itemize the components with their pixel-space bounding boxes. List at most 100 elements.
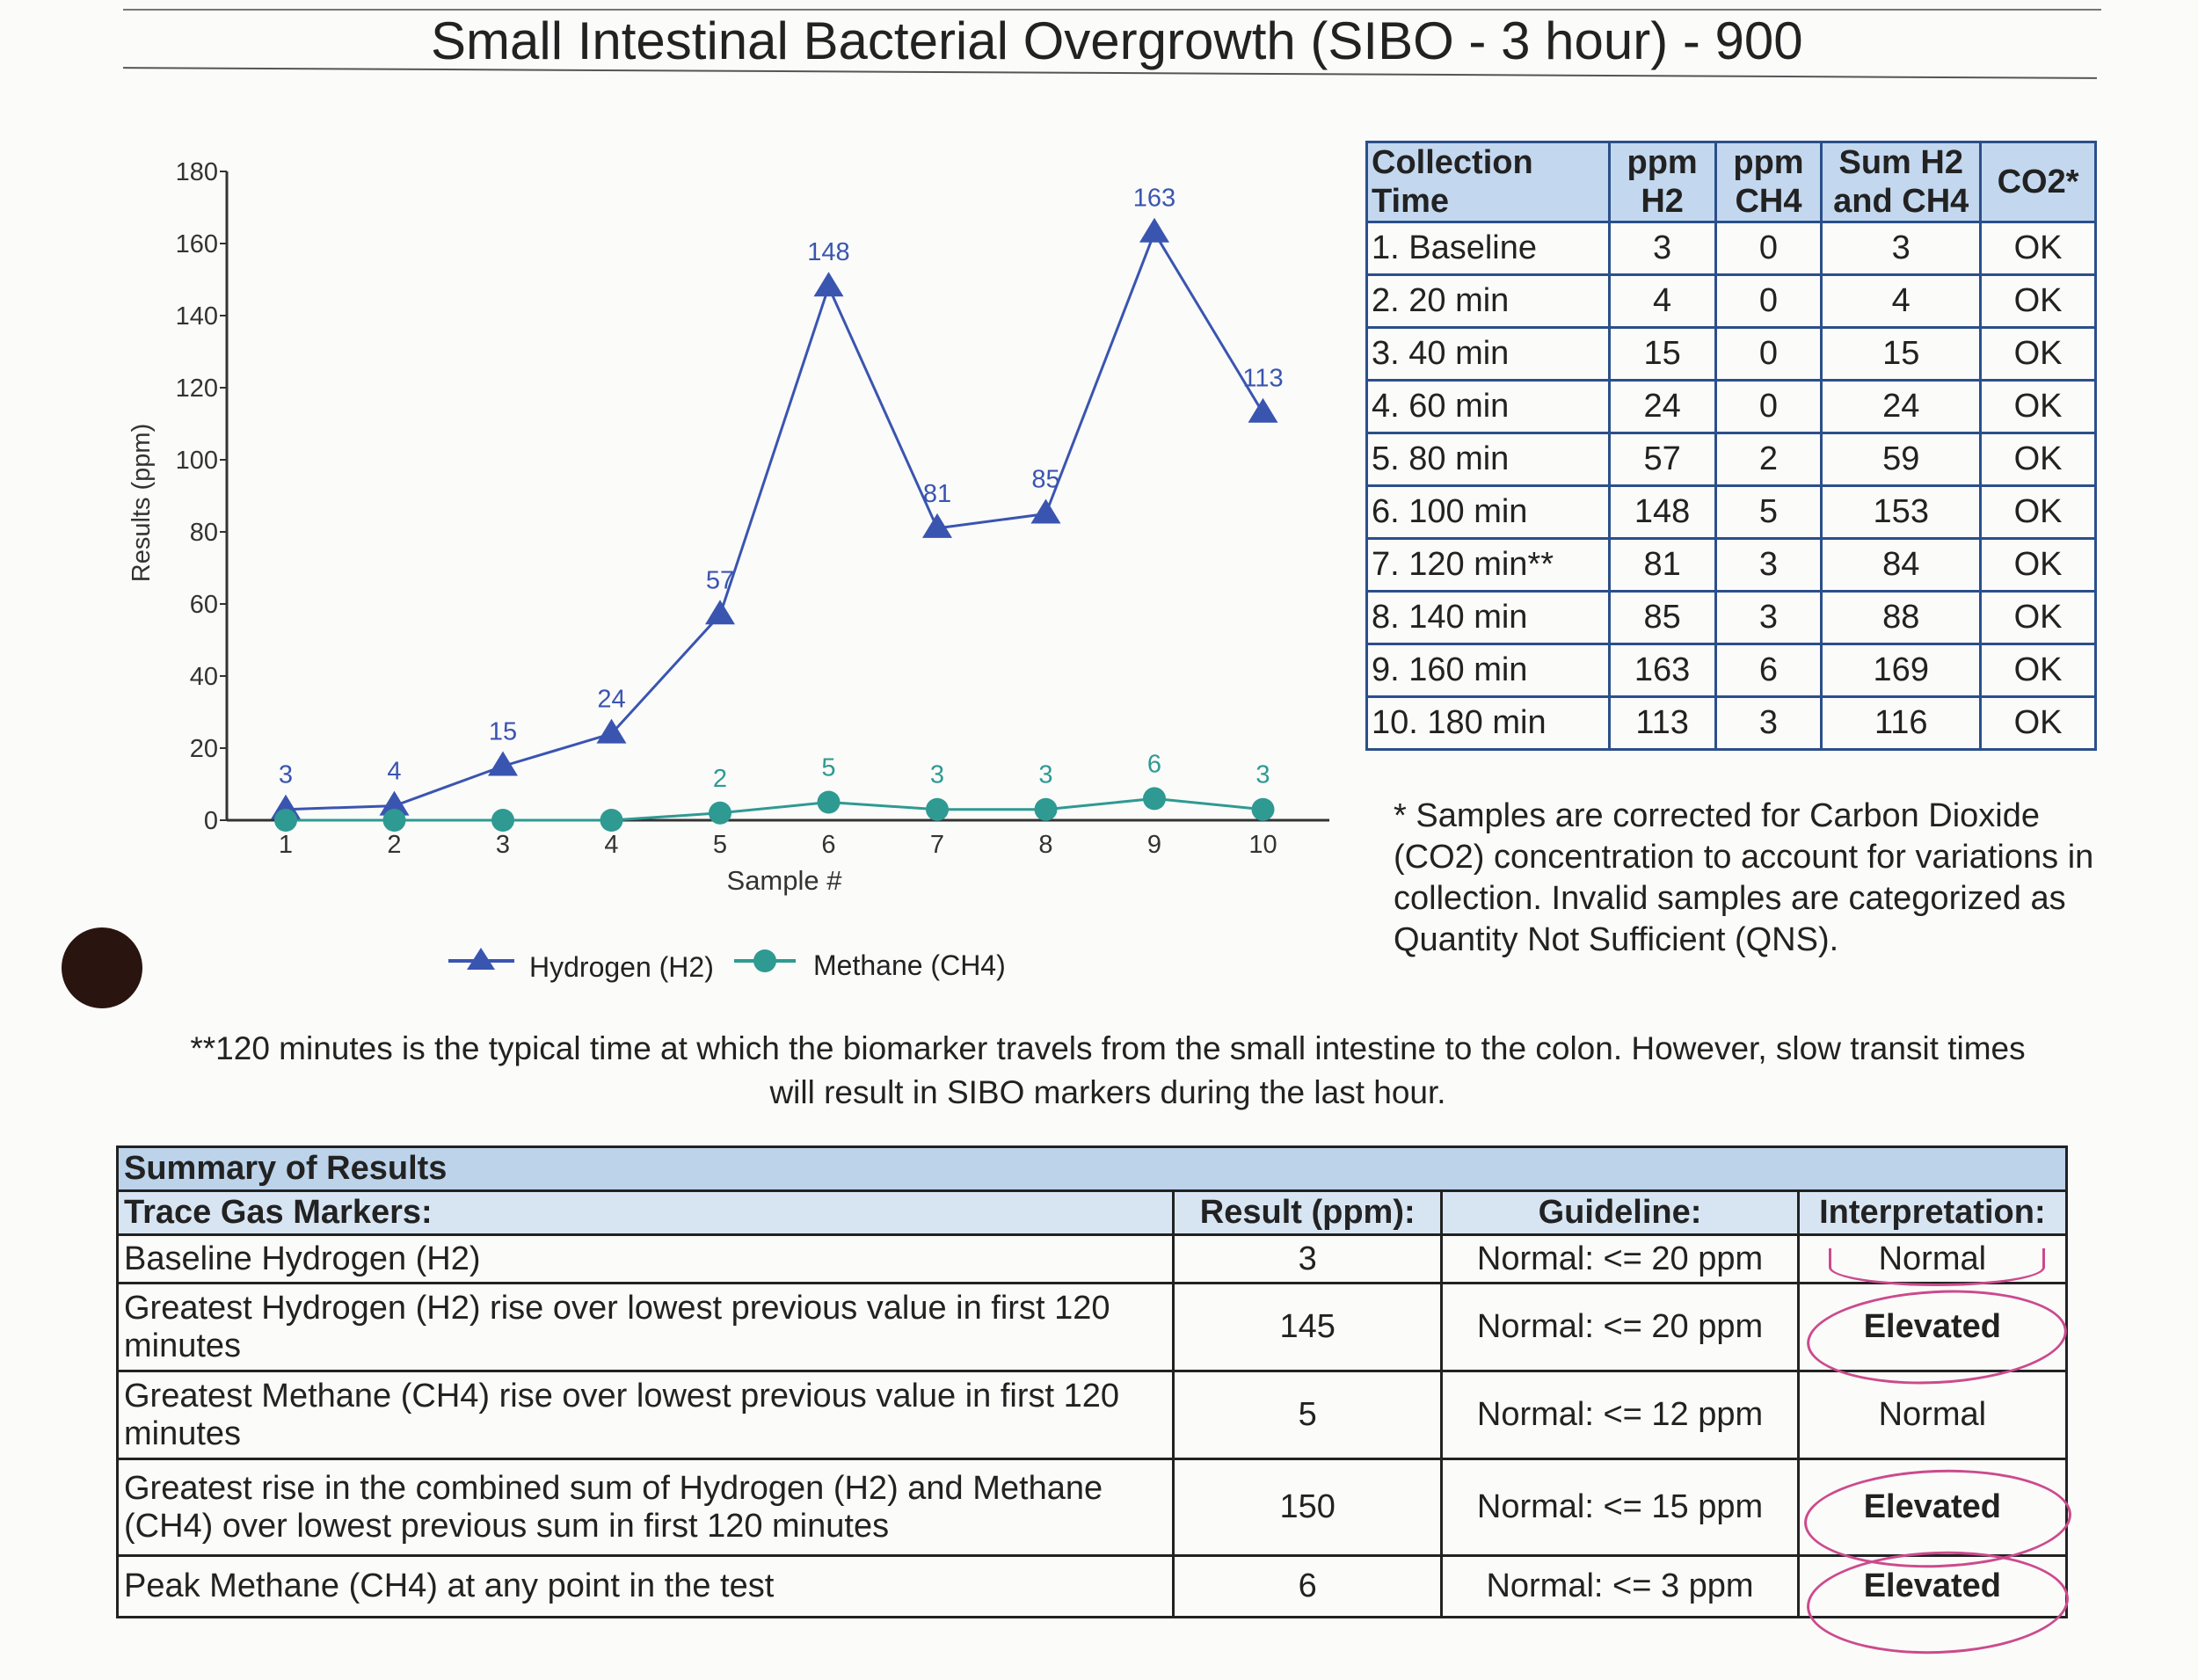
summary-table: Summary of Results Trace Gas Markers: Re… xyxy=(115,1145,2069,1618)
ch4-data-label: 3 xyxy=(930,761,944,789)
summary-header-row: Trace Gas Markers: Result (ppm): Guideli… xyxy=(115,1189,2069,1236)
cell-collection-time: 4. 60 min xyxy=(1365,379,1611,434)
legend-ch4-marker xyxy=(753,949,776,972)
x-tick-label: 4 xyxy=(604,831,618,859)
y-tick-label: 100 xyxy=(176,447,218,475)
cell-ppm-h2: 15 xyxy=(1607,326,1717,382)
collection-row: 3. 40 min 15 0 15 OK xyxy=(1365,326,2097,382)
summary-row: Greatest rise in the combined sum of Hyd… xyxy=(115,1458,2069,1557)
ch4-point xyxy=(1143,787,1166,811)
x-axis-label: Sample # xyxy=(727,865,843,896)
ch4-point xyxy=(382,809,406,832)
cell-ppm-ch4: 0 xyxy=(1714,326,1823,382)
summary-result: 145 xyxy=(1172,1282,1444,1372)
header-collection-time: Collection Time xyxy=(1365,141,1611,223)
h2-data-label: 24 xyxy=(597,686,625,714)
summary-guideline: Normal: <= 12 ppm xyxy=(1440,1370,1800,1460)
summary-marker: Baseline Hydrogen (H2) xyxy=(115,1233,1175,1284)
series-line-ch4 xyxy=(286,796,1263,822)
h2-data-label: 113 xyxy=(1242,365,1283,393)
cell-ppm-ch4: 0 xyxy=(1714,221,1823,276)
cell-co2-status: OK xyxy=(1979,273,2097,329)
cell-ppm-ch4: 0 xyxy=(1714,273,1823,329)
summary-marker: Greatest Methane (CH4) rise over lowest … xyxy=(115,1370,1175,1460)
cell-sum-h2-ch4: 84 xyxy=(1820,537,1983,593)
cell-co2-status: OK xyxy=(1979,221,2097,276)
summary-result: 5 xyxy=(1172,1370,1444,1460)
cell-sum-h2-ch4: 169 xyxy=(1820,643,1983,698)
h2-point xyxy=(922,513,952,538)
cell-ppm-ch4: 3 xyxy=(1714,695,1823,751)
cell-collection-time: 10. 180 min xyxy=(1365,695,1611,751)
x-tick-label: 6 xyxy=(821,831,835,859)
cell-collection-time: 1. Baseline xyxy=(1365,221,1611,276)
cell-ppm-ch4: 6 xyxy=(1714,643,1823,698)
summary-title: Summary of Results xyxy=(116,1145,2068,1192)
collection-row: 7. 120 min** 81 3 84 OK xyxy=(1365,537,2097,593)
cell-co2-status: OK xyxy=(1979,695,2097,751)
y-tick-label: 180 xyxy=(176,158,218,186)
line-chart: 0 20 40 60 80 100 120 140 160 180 Results (ppm) S… xyxy=(127,158,1329,896)
ch4-point xyxy=(1251,797,1275,821)
header-ppm-h2: ppm H2 xyxy=(1607,141,1717,223)
summary-row: Peak Methane (CH4) at any point in the t… xyxy=(115,1554,2069,1618)
h2-data-label: 4 xyxy=(387,758,401,786)
cell-sum-h2-ch4: 88 xyxy=(1820,590,1983,645)
ch4-point xyxy=(491,809,514,832)
ch4-point xyxy=(274,809,297,832)
cell-ppm-h2: 3 xyxy=(1607,221,1717,276)
summary-row: Greatest Hydrogen (H2) rise over lowest … xyxy=(115,1282,2069,1372)
collection-table-header: Collection Time ppm H2 ppm CH4 Sum H2 an… xyxy=(1365,141,2097,223)
x-tick-label: 1 xyxy=(279,831,293,859)
cell-co2-status: OK xyxy=(1979,432,2097,487)
collection-row: 1. Baseline 3 0 3 OK xyxy=(1365,221,2097,276)
collection-row: 8. 140 min 85 3 88 OK xyxy=(1365,590,2097,645)
x-tick-label: 5 xyxy=(713,831,727,859)
y-tick-label: 140 xyxy=(176,302,218,331)
x-tick-label: 9 xyxy=(1147,831,1161,859)
cell-collection-time: 6. 100 min xyxy=(1365,484,1611,540)
cell-collection-time: 5. 80 min xyxy=(1365,432,1611,487)
summary-result: 150 xyxy=(1172,1458,1444,1557)
collection-row: 5. 80 min 57 2 59 OK xyxy=(1365,432,2097,487)
cell-ppm-ch4: 3 xyxy=(1714,537,1823,593)
cell-ppm-ch4: 0 xyxy=(1714,379,1823,434)
summary-row: Greatest Methane (CH4) rise over lowest … xyxy=(115,1370,2069,1460)
cell-co2-status: OK xyxy=(1979,537,2097,593)
y-tick-label: 40 xyxy=(190,663,218,691)
summary-interpretation: Elevated xyxy=(1796,1458,2069,1557)
y-tick-label: 60 xyxy=(190,591,218,619)
ch4-data-label: 6 xyxy=(1147,750,1161,778)
cell-co2-status: OK xyxy=(1979,590,2097,645)
summary-guideline: Normal: <= 20 ppm xyxy=(1440,1233,1800,1284)
h2-data-label: 148 xyxy=(807,238,849,266)
h2-point xyxy=(1248,397,1278,423)
collection-row: 10. 180 min 113 3 116 OK xyxy=(1365,695,2097,751)
pen-circle-baseline xyxy=(1829,1248,2045,1286)
cell-ppm-h2: 85 xyxy=(1607,590,1717,645)
header-sum: Sum H2 and CH4 xyxy=(1820,141,1983,223)
h2-point xyxy=(1030,498,1061,524)
cell-collection-time: 8. 140 min xyxy=(1365,590,1611,645)
cell-sum-h2-ch4: 116 xyxy=(1820,695,1983,751)
legend-h2-marker xyxy=(467,948,495,970)
legend-label-h2: Hydrogen (H2) xyxy=(529,951,714,983)
collection-row: 9. 160 min 163 6 169 OK xyxy=(1365,643,2097,698)
summary-title-row: Summary of Results xyxy=(116,1145,2068,1192)
co2-note: * Samples are corrected for Carbon Dioxi… xyxy=(1394,797,2094,958)
h2-data-label: 57 xyxy=(706,566,734,594)
cell-co2-status: OK xyxy=(1979,484,2097,540)
cell-ppm-h2: 24 xyxy=(1607,379,1717,434)
x-tick-label: 7 xyxy=(930,831,944,859)
h2-point xyxy=(705,600,735,625)
cell-sum-h2-ch4: 15 xyxy=(1820,326,1983,382)
h2-point xyxy=(1139,217,1169,243)
cell-co2-status: OK xyxy=(1979,326,2097,382)
ch4-point xyxy=(709,801,731,825)
h2-point xyxy=(379,790,410,816)
header-co2: CO2* xyxy=(1979,141,2097,223)
cell-sum-h2-ch4: 4 xyxy=(1820,273,1983,329)
y-tick-label: 80 xyxy=(190,519,218,547)
cell-ppm-h2: 81 xyxy=(1607,537,1717,593)
ch4-data-label: 3 xyxy=(1255,761,1270,789)
